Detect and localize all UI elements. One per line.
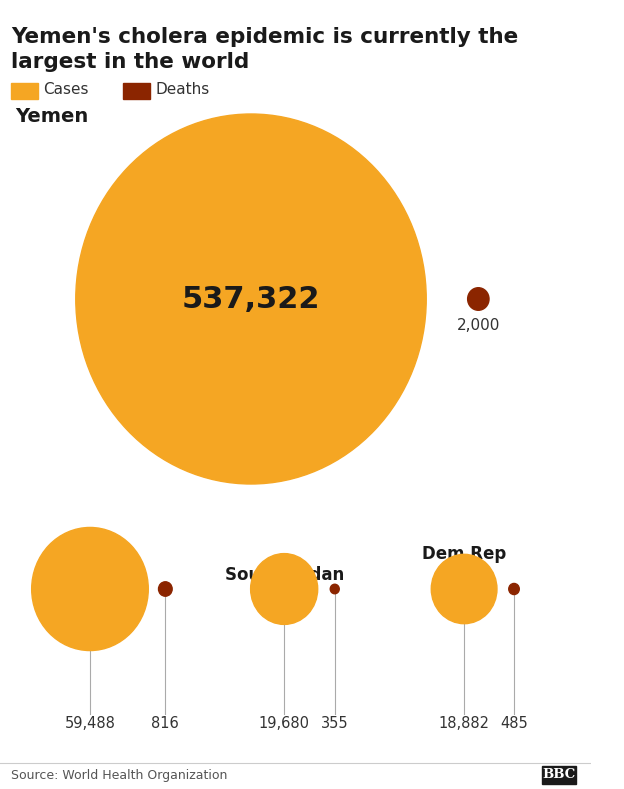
Text: 485: 485 xyxy=(500,716,528,731)
Text: Yemen's cholera epidemic is currently the
largest in the world: Yemen's cholera epidemic is currently th… xyxy=(11,27,519,72)
Text: Yemen: Yemen xyxy=(15,107,89,126)
Circle shape xyxy=(158,581,172,596)
Text: 19,680: 19,680 xyxy=(259,716,310,731)
Text: 355: 355 xyxy=(321,716,349,731)
Text: 18,882: 18,882 xyxy=(439,716,490,731)
Circle shape xyxy=(251,554,318,624)
Circle shape xyxy=(330,584,339,594)
Text: 537,322: 537,322 xyxy=(182,285,320,313)
Circle shape xyxy=(32,527,149,651)
Circle shape xyxy=(76,114,426,484)
Text: BBC: BBC xyxy=(542,768,575,781)
FancyBboxPatch shape xyxy=(123,83,150,99)
Text: Dem Rep
Congo: Dem Rep Congo xyxy=(422,545,506,584)
FancyBboxPatch shape xyxy=(542,766,576,784)
Circle shape xyxy=(509,583,519,595)
Text: 59,488: 59,488 xyxy=(64,716,115,731)
Text: Source: World Health Organization: Source: World Health Organization xyxy=(11,768,228,781)
Text: Cases: Cases xyxy=(44,81,89,96)
Text: 816: 816 xyxy=(152,716,179,731)
Circle shape xyxy=(431,555,497,623)
Text: South Sudan: South Sudan xyxy=(225,566,344,584)
Circle shape xyxy=(467,288,489,310)
Text: Deaths: Deaths xyxy=(155,81,210,96)
Text: 2,000: 2,000 xyxy=(457,318,500,333)
FancyBboxPatch shape xyxy=(11,83,38,99)
Text: Somalia: Somalia xyxy=(53,566,127,584)
